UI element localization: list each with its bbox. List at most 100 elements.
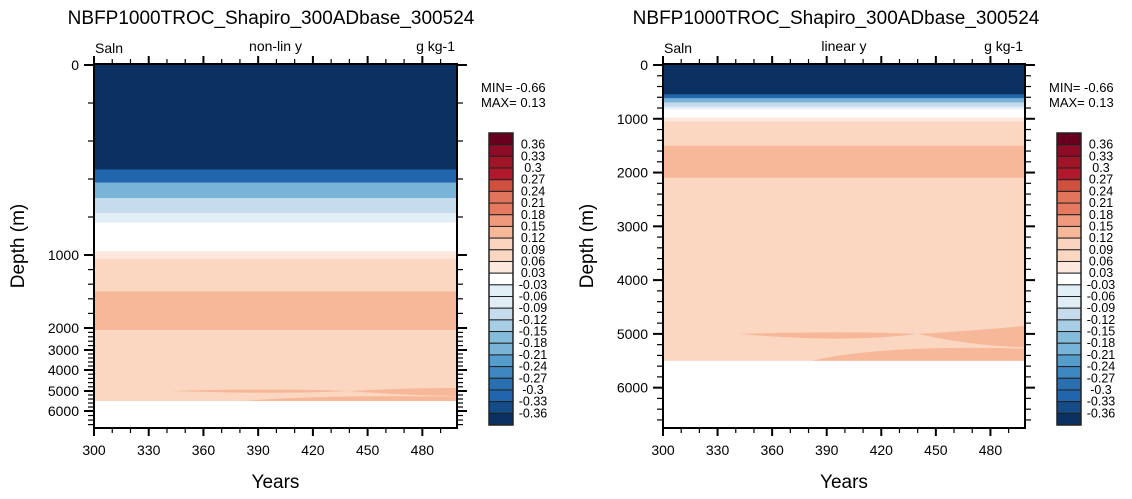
- colorbar-label: 0.27: [1089, 173, 1113, 187]
- contour-layer: [94, 169, 457, 183]
- colorbar-label: 0.09: [521, 243, 545, 257]
- colorbar-box: [488, 237, 514, 251]
- x-tick-label: 360: [760, 442, 784, 458]
- colorbar-label: -0.03: [519, 278, 548, 292]
- x-tick-label: 330: [137, 442, 161, 458]
- y-tick-label: 4000: [48, 362, 79, 378]
- colorbar-box: [1056, 214, 1082, 227]
- colorbar-box: [488, 272, 514, 286]
- colorbar-label: -0.06: [1087, 290, 1116, 304]
- max-stat: MAX= 0.13: [1049, 95, 1114, 110]
- contour-layer: [94, 65, 457, 170]
- colorbar-label: 0.33: [1089, 149, 1113, 163]
- contour-layer: [663, 94, 1025, 99]
- contour-layer: [94, 291, 457, 331]
- contour-layer: [663, 177, 1025, 361]
- colorbar-label: 0.09: [1089, 243, 1113, 257]
- contour-layer: [94, 251, 457, 259]
- y-tick-label: 3000: [617, 218, 648, 234]
- contour-layer: [94, 222, 457, 252]
- colorbar-box: [488, 214, 514, 227]
- colorbar-label: -0.27: [1087, 371, 1116, 385]
- colorbar-label: 0.33: [521, 149, 545, 163]
- contour-layer: [94, 213, 457, 223]
- colorbar-label: -0.09: [519, 301, 548, 315]
- y-tick-label: 0: [640, 57, 648, 73]
- colorbar-box: [488, 179, 514, 192]
- x-tick-label: 300: [82, 442, 106, 458]
- x-tick-label: 480: [411, 442, 435, 458]
- colorbar-label: 0.12: [521, 231, 545, 245]
- colorbar-label: -0.3: [522, 383, 544, 397]
- y-tick-label: 5000: [48, 383, 79, 399]
- y-tick-label: 1000: [48, 247, 79, 263]
- colorbar-label: -0.09: [1087, 301, 1116, 315]
- colorbar-box: [488, 401, 514, 414]
- colorbar-label: -0.15: [1087, 325, 1116, 339]
- left-string: Saln: [664, 40, 692, 56]
- colorbar-label: -0.33: [519, 395, 548, 409]
- x-tick-label: 390: [246, 442, 270, 458]
- colorbar-label: 0.3: [1092, 161, 1109, 175]
- colorbar-frame: [488, 132, 514, 426]
- y-axis: 0 1000 2000 3000 4000 5000 6000 Depth (m): [577, 57, 1035, 421]
- deep-salmon-lens: [170, 388, 457, 396]
- x-tick-label: 390: [815, 442, 839, 458]
- left-string: Saln: [95, 40, 123, 56]
- colorbar-box: [1056, 389, 1082, 403]
- min-stat: MIN= -0.66: [481, 80, 546, 95]
- plot-frame: [662, 63, 1026, 429]
- x-tick-label: 300: [651, 442, 675, 458]
- colorbar-box: [1056, 260, 1082, 274]
- y-axis-label: Depth (m): [8, 204, 29, 288]
- colorbar-box: [488, 144, 514, 157]
- units-string: g kg-1: [416, 38, 455, 54]
- contour-layer: [94, 258, 457, 292]
- x-tick-label: 450: [356, 442, 380, 458]
- contour-layer: [663, 117, 1025, 122]
- colorbar: 0.360.330.30.270.240.210.180.150.120.090…: [488, 132, 548, 426]
- colorbar-label: 0.06: [521, 254, 545, 268]
- y-tick-label: 6000: [617, 380, 648, 396]
- colorbar-label: 0.3: [524, 161, 541, 175]
- colorbar-box: [1056, 342, 1082, 356]
- colorbar-label: 0.12: [1089, 231, 1113, 245]
- colorbar-label: 0.06: [1089, 254, 1113, 268]
- colorbar-label: 0.36: [521, 138, 545, 152]
- y-tick-label: 4000: [617, 272, 648, 288]
- x-tick-label: 420: [870, 442, 894, 458]
- contour-layer: [663, 145, 1025, 178]
- colorbar-label: -0.24: [519, 360, 548, 374]
- units-string: g kg-1: [984, 38, 1023, 54]
- deep-salmon-lens: [243, 396, 457, 401]
- colorbar-box: [1056, 272, 1082, 286]
- panel-right: NBFP1000TROC_Shapiro_300ADbase_300524 Sal…: [577, 8, 1115, 493]
- colorbar-box: [488, 319, 514, 333]
- colorbar-label: -0.06: [519, 290, 548, 304]
- y-tick-label: 6000: [48, 403, 79, 419]
- panel-left: NBFP1000TROC_Shapiro_300ADbase_300524 Sal…: [8, 8, 547, 493]
- y-tick-label: 0: [71, 57, 79, 73]
- colorbar-label: 0.36: [1089, 138, 1113, 152]
- colorbar-box: [1056, 190, 1082, 204]
- colorbar-box: [1056, 144, 1082, 157]
- contour-layer: [663, 98, 1025, 103]
- colorbar-box: [1056, 132, 1082, 146]
- colorbar-box: [1056, 331, 1082, 344]
- colorbar-label: -0.27: [519, 371, 548, 385]
- plot-frame: [93, 63, 458, 429]
- x-tick-label: 330: [706, 442, 730, 458]
- colorbar-label: 0.15: [521, 219, 545, 233]
- colorbar-label: 0.24: [1089, 184, 1113, 198]
- colorbar-box: [1056, 284, 1082, 298]
- colorbar-box: [488, 260, 514, 274]
- plot-title: NBFP1000TROC_Shapiro_300ADbase_300524: [68, 8, 475, 29]
- colorbar-box: [1056, 354, 1082, 368]
- colorbar-box: [488, 366, 514, 379]
- colorbar-label: 0.15: [1089, 219, 1113, 233]
- colorbar-box: [488, 354, 514, 368]
- colorbar-box: [1056, 237, 1082, 251]
- colorbar-box: [488, 296, 514, 309]
- colorbar-box: [488, 331, 514, 344]
